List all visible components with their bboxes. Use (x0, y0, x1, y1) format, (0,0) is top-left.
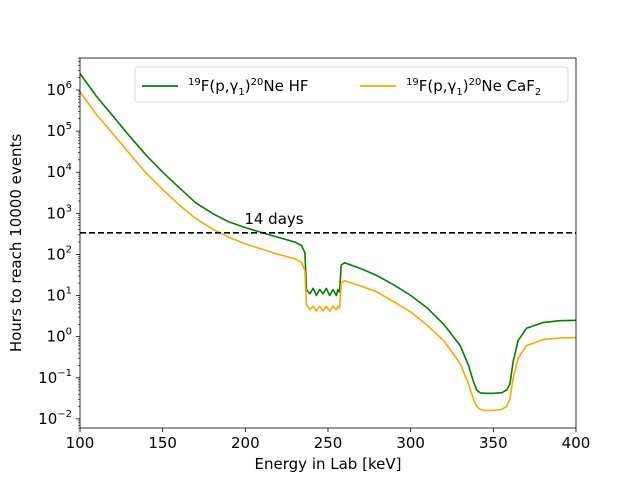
threshold-label: 14 days (244, 210, 303, 228)
y-tick-label: 10−2 (38, 409, 72, 428)
x-tick-label: 150 (148, 434, 177, 452)
x-tick-label: 250 (314, 434, 343, 452)
x-tick-label: 400 (562, 434, 591, 452)
y-tick-label: 101 (47, 286, 72, 305)
y-axis-label: Hours to reach 10000 events (7, 134, 25, 353)
axes-frame (79, 57, 577, 429)
x-tick-label: 300 (396, 434, 425, 452)
series-line-1 (80, 73, 576, 395)
legend-label-2: 19F(p,γ1)20Ne CaF2 (406, 77, 541, 98)
x-axis-label: Energy in Lab [keV] (255, 455, 402, 473)
y-tick-label: 106 (47, 80, 72, 99)
legend: 19F(p,γ1)20Ne HF 19F(p,γ1)20Ne CaF2 (134, 66, 569, 103)
ticks-layer: 100 150 200 250 300 350 400 10−2 10−1 100 101 102 10… (38, 57, 591, 452)
legend-label-1: 19F(p,γ1)20Ne HF (188, 77, 308, 98)
series-line-2 (80, 91, 576, 412)
y-tick-label: 103 (47, 203, 72, 222)
series-layer (80, 73, 576, 412)
y-tick-label: 104 (47, 162, 72, 181)
legend-frame (134, 66, 569, 103)
y-tick-label: 105 (47, 121, 72, 140)
y-tick-label: 10−1 (38, 368, 72, 387)
y-tick-label: 102 (47, 244, 72, 263)
threshold-layer: 14 days (80, 210, 576, 234)
y-tick-label: 100 (47, 327, 72, 346)
x-tick-label: 100 (66, 434, 95, 452)
x-tick-label: 200 (231, 434, 260, 452)
x-tick-label: 350 (479, 434, 508, 452)
